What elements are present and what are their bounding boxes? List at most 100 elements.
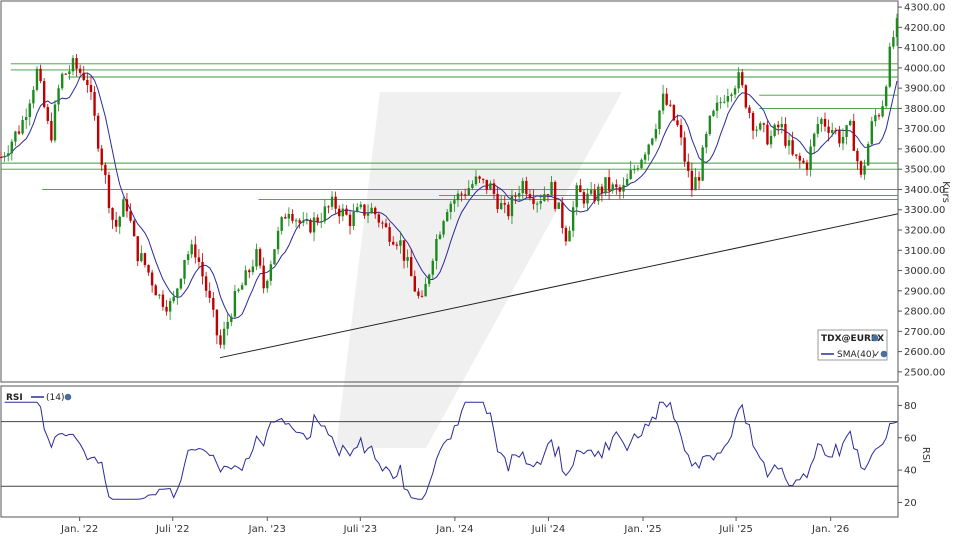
candle-body (769, 135, 773, 145)
candle-body (773, 124, 776, 136)
candle-body (143, 253, 147, 265)
candle-body (147, 264, 150, 273)
candle-body (338, 208, 341, 217)
candle-body (445, 211, 449, 222)
candle-body (690, 170, 694, 191)
candle-body (643, 154, 647, 160)
candle-body (258, 249, 262, 266)
candle-body (316, 217, 319, 223)
sma-info-icon[interactable] (880, 350, 888, 358)
candle-body (312, 217, 316, 233)
candle-body (741, 72, 744, 86)
candle-body (176, 288, 179, 297)
candle-body (694, 177, 697, 191)
legend-sma: SMA(40) (837, 350, 875, 360)
candle-body (82, 72, 85, 81)
price-y-tick-label: 4200.00 (904, 23, 945, 34)
candle-body (377, 214, 381, 223)
candle-body (327, 206, 330, 208)
candle-body (140, 253, 143, 262)
candle-body (442, 221, 445, 235)
x-tick-label: Jan. '23 (248, 524, 286, 535)
candle-body (392, 241, 395, 245)
price-y-tick-label: 3700.00 (904, 124, 945, 135)
candle-body (737, 72, 740, 89)
candle-body (17, 131, 21, 134)
candle-body (96, 115, 100, 149)
candle-body (431, 260, 434, 275)
price-panel (0, 0, 899, 383)
candle-body (777, 124, 780, 128)
candle-body (168, 301, 172, 312)
candle-body (309, 220, 312, 233)
candle-body (575, 185, 578, 208)
candle-body (186, 254, 190, 261)
candle-body (32, 89, 35, 104)
candle-body (323, 206, 327, 222)
candle-body (600, 186, 604, 194)
instrument-info-icon[interactable] (871, 334, 879, 342)
candle-body (557, 202, 560, 209)
candle-body (302, 220, 305, 223)
candle-body (190, 244, 193, 255)
candle-body (118, 216, 121, 227)
candle-body (726, 96, 730, 102)
candle-body (438, 234, 442, 239)
candle-body (528, 194, 532, 199)
candle-body (161, 294, 165, 307)
candle-body (341, 208, 345, 217)
candle-body (240, 285, 244, 290)
price-y-tick-label: 3900.00 (904, 84, 945, 95)
candle-body (244, 270, 247, 286)
candle-body (539, 200, 542, 204)
candle-body (204, 276, 208, 291)
candle-body (348, 214, 352, 227)
candle-body (194, 244, 197, 258)
candle-body (474, 176, 478, 185)
candle-body (582, 192, 586, 204)
candle-body (75, 58, 78, 69)
candle-body (136, 236, 139, 262)
x-tick-label: Juli '25 (718, 524, 753, 535)
candle-body (345, 208, 348, 215)
rsi-axis-title: RSI (920, 447, 931, 463)
candle-body (60, 73, 64, 89)
candle-body (284, 217, 287, 219)
candle-body (618, 187, 622, 192)
candle-body (212, 297, 215, 310)
candle-body (683, 137, 686, 162)
candle-body (370, 207, 373, 214)
candle-body (809, 146, 812, 170)
sma-check-icon[interactable]: ✓ (873, 350, 881, 360)
candle-body (877, 115, 881, 117)
x-tick-label: Jan. '22 (60, 524, 98, 535)
candle-body (762, 123, 766, 125)
candle-body (845, 125, 848, 137)
candle-body (856, 150, 859, 162)
candle-body (381, 222, 384, 224)
rsi-info-icon[interactable] (64, 393, 72, 401)
candle-body (543, 194, 546, 201)
candle-body (471, 184, 474, 189)
trendline (219, 213, 899, 359)
candle-body (848, 120, 852, 126)
candle-body (514, 195, 517, 197)
candle-body (795, 154, 798, 156)
candle-body (24, 117, 28, 121)
candle-body (831, 130, 834, 133)
candle-body (589, 190, 593, 194)
candle-body (410, 257, 413, 277)
candle-body (165, 306, 168, 312)
candle-body (651, 138, 654, 145)
price-y-tick-label: 2800.00 (904, 307, 945, 318)
candle-body (669, 104, 672, 106)
candle-body (881, 106, 884, 117)
price-y-tick-label: 2700.00 (904, 327, 945, 338)
candle-body (834, 130, 838, 132)
watermark-logo (336, 92, 622, 448)
x-tick-label: Juli '22 (155, 524, 190, 535)
candle-body (571, 207, 575, 231)
x-tick-label: Jan. '26 (811, 524, 849, 535)
x-axis: Jan. '22 Juli '22 Jan. '23 Juli '23 Jan. '24… (60, 517, 849, 535)
x-tick-label: Juli '24 (531, 524, 566, 535)
